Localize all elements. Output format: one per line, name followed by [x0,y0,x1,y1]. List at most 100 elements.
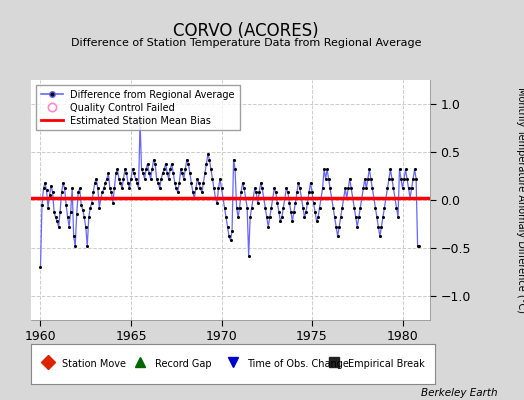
Point [210,185,218,192]
Point [347,185,355,192]
Point [110,185,118,192]
Point [157,176,166,182]
Point [48,189,57,196]
Point [152,176,161,182]
Point [106,185,114,192]
Point [84,214,93,220]
Point [125,185,134,192]
Point [409,176,417,182]
Point [96,195,105,201]
Point [344,185,353,192]
Point [223,224,232,230]
Point [287,208,295,215]
Text: Station Move: Station Move [62,359,126,369]
Point [92,176,101,182]
Point [144,160,152,167]
Point [63,214,72,220]
Point [39,185,48,192]
Point [309,200,318,206]
Point [406,195,414,201]
Point [172,185,180,192]
Point [72,211,81,218]
Point [217,185,226,192]
Point [142,166,150,172]
Point [199,180,208,186]
Point [198,189,206,196]
Point [83,243,92,249]
Point [252,189,260,196]
Point [124,180,132,186]
Point [359,185,367,192]
Point [312,218,321,224]
Point [391,195,399,201]
Point [195,180,203,186]
Point [82,224,90,230]
Point [71,243,79,249]
Point [369,195,378,201]
Point [47,182,55,189]
Point [177,166,185,172]
Point [294,180,303,186]
Point [226,237,235,244]
Point [101,180,110,186]
Point [74,189,82,196]
Point [192,185,200,192]
Point [315,204,324,211]
Point [170,180,179,186]
Point [283,189,292,196]
Point [303,200,312,206]
Point [211,195,220,201]
Point [281,195,289,201]
Point [331,214,339,220]
Point [317,195,325,201]
Point [104,170,113,176]
Point [258,185,266,192]
Point [386,166,395,172]
Point [278,214,286,220]
Point [219,195,227,201]
Point [240,185,248,192]
Point [56,208,64,215]
Point [156,185,164,192]
Point [299,204,307,211]
Point [356,204,365,211]
Point [357,195,366,201]
Point [220,204,228,211]
Point [54,224,63,230]
Point [238,180,247,186]
Point [379,214,387,220]
Point [113,166,122,172]
Legend: Difference from Regional Average, Quality Control Failed, Estimated Station Mean: Difference from Regional Average, Qualit… [36,85,239,130]
Point [242,195,250,201]
Point [127,176,135,182]
Point [350,204,358,211]
Point [323,166,331,172]
Text: Berkeley Earth: Berkeley Earth [421,388,498,398]
Point [234,214,242,220]
Point [228,228,236,234]
Point [373,214,381,220]
Point [38,202,46,208]
Point [139,170,147,176]
Point [185,170,194,176]
Point [269,195,277,201]
Point [264,224,272,230]
Point [340,195,348,201]
Point [132,176,140,182]
Point [380,204,389,211]
Point [361,176,369,182]
Point [58,189,66,196]
Point [168,160,176,167]
Point [225,233,233,240]
Point [184,160,192,167]
Point [88,200,96,206]
Point [145,170,154,176]
Point [95,204,104,211]
Point [266,214,274,220]
Point [263,214,271,220]
Point [158,170,167,176]
Point [65,224,73,230]
Point [392,204,401,211]
Point [305,189,313,196]
Point [355,214,363,220]
